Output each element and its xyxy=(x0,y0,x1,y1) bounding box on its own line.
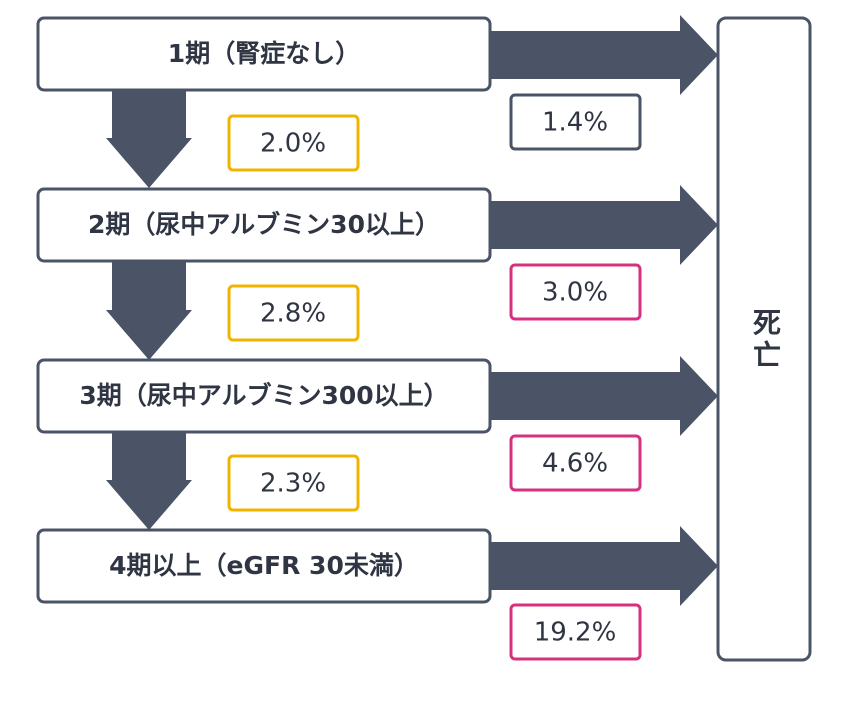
death-box xyxy=(716,16,812,662)
death-rate-box xyxy=(509,603,642,661)
stage-label: 1期（腎症なし） xyxy=(168,39,360,68)
death-rate-box xyxy=(509,93,642,151)
death-rate-box xyxy=(509,434,642,492)
stage-box xyxy=(36,528,492,604)
arrow-right xyxy=(488,526,718,606)
arrow-down xyxy=(106,260,192,360)
progression-rate: 2.0% xyxy=(260,129,326,159)
progression-box xyxy=(227,454,360,512)
death-label: 死亡 xyxy=(749,308,782,372)
arrow-right xyxy=(488,15,718,95)
death-rate: 4.6% xyxy=(542,449,608,479)
stage-boxes xyxy=(36,16,812,662)
progression-box xyxy=(227,284,360,342)
stage-box xyxy=(36,358,492,434)
arrow-right xyxy=(488,185,718,265)
death-rate: 3.0% xyxy=(542,278,608,308)
arrows xyxy=(106,15,718,606)
arrow-down xyxy=(106,88,192,188)
death-rate: 1.4% xyxy=(542,108,608,138)
progression-rate: 2.8% xyxy=(260,299,326,329)
stage-box xyxy=(36,187,492,263)
death-rate: 19.2% xyxy=(534,618,617,648)
stage-box xyxy=(36,16,492,92)
arrow-down xyxy=(106,430,192,530)
progression-box xyxy=(227,114,360,172)
stage-label: 2期（尿中アルブミン30以上） xyxy=(88,210,440,239)
death-rate-box xyxy=(509,263,642,321)
arrow-right xyxy=(488,356,718,436)
stage-label: 4期以上（eGFR 30未満） xyxy=(109,551,419,580)
stage-label: 3期（尿中アルブミン300以上） xyxy=(79,381,448,410)
progression-rate: 2.3% xyxy=(260,469,326,499)
rate-boxes xyxy=(227,93,642,661)
